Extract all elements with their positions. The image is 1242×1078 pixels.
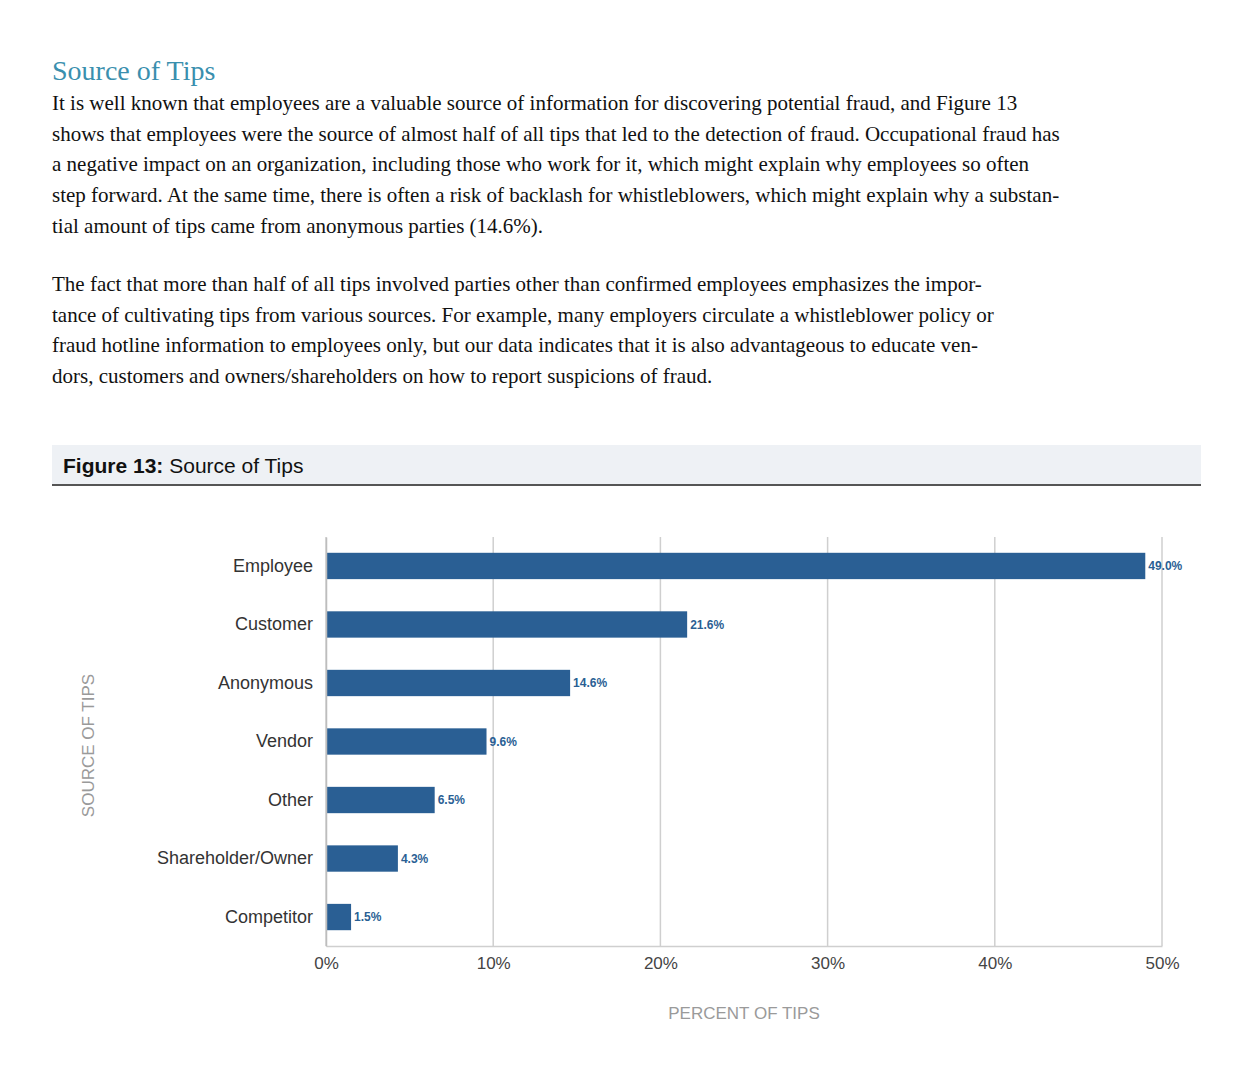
caption-band <box>52 445 1201 485</box>
y-tick: Other <box>268 790 326 810</box>
paragraph-line: step forward. At the same time, there is… <box>52 183 1059 207</box>
caption-rule <box>52 484 1201 486</box>
x-axis-title: PERCENT OF TIPS <box>668 1004 819 1023</box>
x-tick-label: 20% <box>644 954 678 973</box>
bar <box>326 728 487 754</box>
heading: Source of Tips <box>52 55 215 86</box>
x-tick: 0% <box>314 946 339 973</box>
data-label: 14.6% <box>573 676 607 690</box>
y-tick-label: Competitor <box>225 907 313 927</box>
bars <box>326 553 1145 930</box>
data-label: 6.5% <box>438 793 466 807</box>
grid-line <box>660 537 662 946</box>
grid-line <box>994 537 996 946</box>
y-tick: Vendor <box>256 731 326 751</box>
y-tick-label: Anonymous <box>218 673 313 693</box>
y-tick: Employee <box>233 556 326 576</box>
x-axis-line <box>327 946 1163 948</box>
data-label: 49.0% <box>1148 559 1182 573</box>
y-axis: Employee Customer Anonymous Vendor Other Shar… <box>157 538 327 947</box>
x-tick: 30% <box>811 946 845 973</box>
x-tick-label: 0% <box>314 954 339 973</box>
x-tick-label: 40% <box>978 954 1012 973</box>
data-label: 21.6% <box>690 618 724 632</box>
page: Source of Tips It is well known that empl… <box>0 0 1242 1078</box>
paragraph-line: dors, customers and owners/shareholders … <box>52 364 712 388</box>
data-label: 4.3% <box>401 852 429 866</box>
paragraph-line: shows that employees were the source of … <box>52 122 1060 146</box>
x-tick-label: 30% <box>811 954 845 973</box>
y-tick-label: Shareholder/Owner <box>157 848 313 868</box>
paragraph-line: tance of cultivating tips from various s… <box>52 303 994 327</box>
x-tick-label: 10% <box>477 954 511 973</box>
y-tick: Customer <box>235 614 326 634</box>
bar <box>326 845 398 871</box>
bar <box>326 553 1145 579</box>
bar <box>326 611 687 637</box>
figure-caption: Figure 13: Source of Tips <box>63 454 303 477</box>
y-tick-label: Employee <box>233 556 313 576</box>
y-tick-label: Vendor <box>256 731 313 751</box>
paragraph-line: tial amount of tips came from anonymous … <box>52 214 543 238</box>
bar <box>326 670 570 696</box>
y-tick-label: Customer <box>235 614 313 634</box>
y-axis-title: SOURCE OF TIPS <box>79 674 98 817</box>
data-labels: 49.0% 21.6% 14.6% 9.6% 6.5% 4.3% 1.5% <box>354 559 1183 924</box>
x-tick: 20% <box>644 946 678 973</box>
y-axis-line <box>326 538 328 947</box>
paragraph-line: a negative impact on an organization, in… <box>52 152 1030 176</box>
paragraph-line: It is well known that employees are a va… <box>52 91 1017 115</box>
paragraph-line: The fact that more than half of all tips… <box>52 272 982 296</box>
x-tick: 10% <box>477 946 511 973</box>
grid-line <box>325 537 327 946</box>
data-label: 1.5% <box>354 910 382 924</box>
x-axis: 0% 10% 20% 30% 40% 50% <box>314 946 1179 973</box>
data-label: 9.6% <box>490 735 518 749</box>
grid-line <box>827 537 829 946</box>
x-tick: 50% <box>1145 946 1179 973</box>
bar <box>326 904 351 930</box>
y-tick: Shareholder/Owner <box>157 848 326 868</box>
y-tick: Anonymous <box>218 673 326 693</box>
y-tick-label: Other <box>268 790 313 810</box>
grid <box>326 537 1162 946</box>
x-tick: 40% <box>978 946 1012 973</box>
grid-line <box>1161 537 1163 946</box>
y-tick: Competitor <box>225 907 326 927</box>
bar <box>326 787 435 813</box>
x-tick-label: 50% <box>1145 954 1179 973</box>
paragraph-line: fraud hotline information to employees o… <box>52 333 978 357</box>
